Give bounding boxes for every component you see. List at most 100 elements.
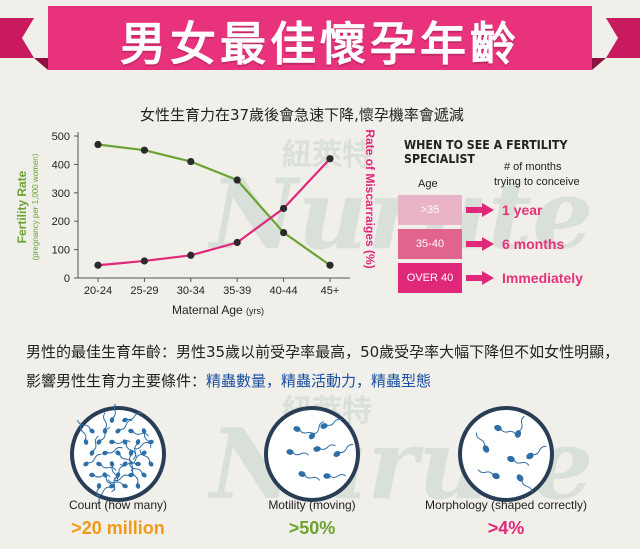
sperm-shape	[129, 450, 147, 465]
sperm-shape	[475, 432, 490, 453]
sperm-shape	[507, 455, 530, 466]
sperm-shape	[141, 428, 152, 449]
months-column-header: # of months trying to conceive	[494, 160, 624, 190]
fertility-age-label: OVER 40	[406, 272, 454, 284]
sperm-shape	[107, 479, 128, 489]
fertility-row-age: >35	[398, 195, 462, 225]
x-axis-label: Maternal Age (yrs)	[172, 303, 264, 317]
sperm-shape	[526, 445, 547, 460]
sperm-shape	[109, 461, 119, 482]
count-label: Count (how many)	[68, 498, 168, 512]
y-tick-label: 400	[52, 159, 70, 171]
data-point	[140, 146, 148, 154]
y-tick-label: 500	[52, 131, 70, 143]
data-point	[94, 140, 102, 149]
sperm-shape	[128, 463, 147, 478]
fertility-answer: Immediately	[502, 270, 583, 286]
sperm-shape	[320, 418, 342, 429]
fertility-specialist-title: WHEN TO SEE A FERTILITY SPECIALIST	[404, 138, 568, 166]
sperm-count-circle-icon	[70, 404, 166, 504]
sperm-shape	[133, 439, 154, 450]
paragraph-highlight: 精蟲數量，精蟲活動力，精蟲型態	[206, 372, 432, 390]
arrow-right-icon	[466, 271, 494, 285]
sperm-shape	[323, 473, 347, 479]
x-tick-label: 45+	[321, 285, 340, 297]
title-banner	[0, 6, 640, 70]
sperm-shape	[89, 472, 111, 478]
sperm-shape	[83, 453, 102, 467]
male-fertility-paragraph: 男性的最佳生育年齡：男性35歲以前受孕率最高，50歲受孕率大幅下降但不如女性明顯…	[26, 338, 626, 396]
sperm-shape	[102, 446, 123, 456]
arrow-right-icon	[466, 203, 494, 217]
sperm-shape	[109, 439, 131, 445]
sperm-shape	[298, 471, 321, 481]
fertility-row-age: 35-40	[398, 229, 462, 259]
sperm-morphology-circle-icon	[458, 406, 554, 502]
sperm-shape	[96, 483, 115, 497]
series-line-miscarriage	[97, 157, 331, 267]
sperm-shape	[128, 428, 149, 437]
x-axis-unit: (yrs)	[246, 306, 264, 316]
sperm-shape	[313, 444, 336, 452]
sperm-shape	[286, 449, 309, 456]
sperm-shape	[516, 474, 533, 493]
sperm-shape	[79, 424, 89, 445]
fertility-age-label: 35-40	[415, 238, 445, 250]
sperm-shape	[113, 472, 134, 482]
data-point	[140, 257, 148, 265]
sperm-shape	[115, 419, 133, 434]
data-point	[233, 238, 241, 247]
x-tick-label: 30-34	[177, 285, 205, 297]
sperm-shape	[109, 404, 118, 423]
fertility-age-label: >35	[420, 204, 440, 216]
fertility-answer: 1 year	[502, 202, 543, 218]
page-title: 男女最佳懷孕年齡	[120, 17, 520, 71]
x-tick-label: 40-44	[270, 285, 298, 297]
x-tick-label: 20-24	[84, 285, 112, 297]
sperm-shape	[96, 461, 117, 471]
data-point	[94, 261, 102, 269]
sperm-motility-circle-icon	[264, 406, 360, 502]
paragraph-text: 男性的最佳生育年齡：男性35歲以前受孕率最高，50歲受孕率大幅下降但不如女性明顯…	[26, 343, 620, 390]
fertility-row-age: OVER 40	[398, 263, 462, 293]
sperm-shape	[477, 469, 500, 480]
data-point	[280, 228, 288, 237]
sperm-shape	[96, 426, 111, 445]
fertility-answer: 6 months	[502, 236, 565, 252]
data-point	[326, 155, 334, 163]
data-point	[233, 176, 241, 184]
sperm-shape	[115, 450, 134, 465]
data-point	[280, 204, 288, 213]
x-tick-label: 25-29	[130, 285, 158, 297]
sperm-shape	[132, 439, 141, 460]
y-tick-label: 100	[52, 245, 70, 257]
y-tick-label: 0	[64, 273, 70, 285]
data-point	[187, 157, 195, 166]
sperm-shape	[333, 444, 354, 458]
sperm-shape	[96, 483, 102, 504]
y-axis-label-left: Fertility Rate	[15, 170, 29, 243]
y-tick-label: 200	[52, 216, 70, 228]
motility-label: Motility (moving)	[268, 498, 356, 512]
y-axis-label-right: Rate of Miscarraiges (%)	[363, 129, 377, 268]
sperm-shape	[494, 424, 517, 435]
motility-value: >50%	[288, 518, 336, 538]
chart-title: 女性生育力在37歲後會急速下降,懷孕機率會遞減	[140, 106, 464, 124]
sperm-shape	[131, 468, 141, 489]
sperm-shape	[514, 415, 525, 438]
sperm-shape	[122, 412, 143, 423]
morphology-value: >4%	[487, 518, 525, 538]
sperm-shape	[76, 419, 95, 434]
y-tick-label: 300	[52, 188, 70, 200]
series-line-fertility	[97, 143, 331, 267]
data-point	[326, 261, 334, 269]
age-column-header: Age	[418, 178, 438, 190]
x-tick-label: 35-39	[223, 285, 251, 297]
months-header-line-2: trying to conceive	[494, 176, 580, 188]
line-chart: 0 100 200 300 400 500 20-24 25-29 30-34 35-39 40-4…	[15, 129, 377, 317]
y-axis-sublabel-left: (pregnancy per 1,000 women)	[31, 153, 40, 260]
sperm-shape	[119, 461, 141, 467]
sperm-shape	[128, 450, 134, 472]
sperm-shape	[308, 421, 325, 440]
arrow-right-icon	[466, 237, 494, 251]
